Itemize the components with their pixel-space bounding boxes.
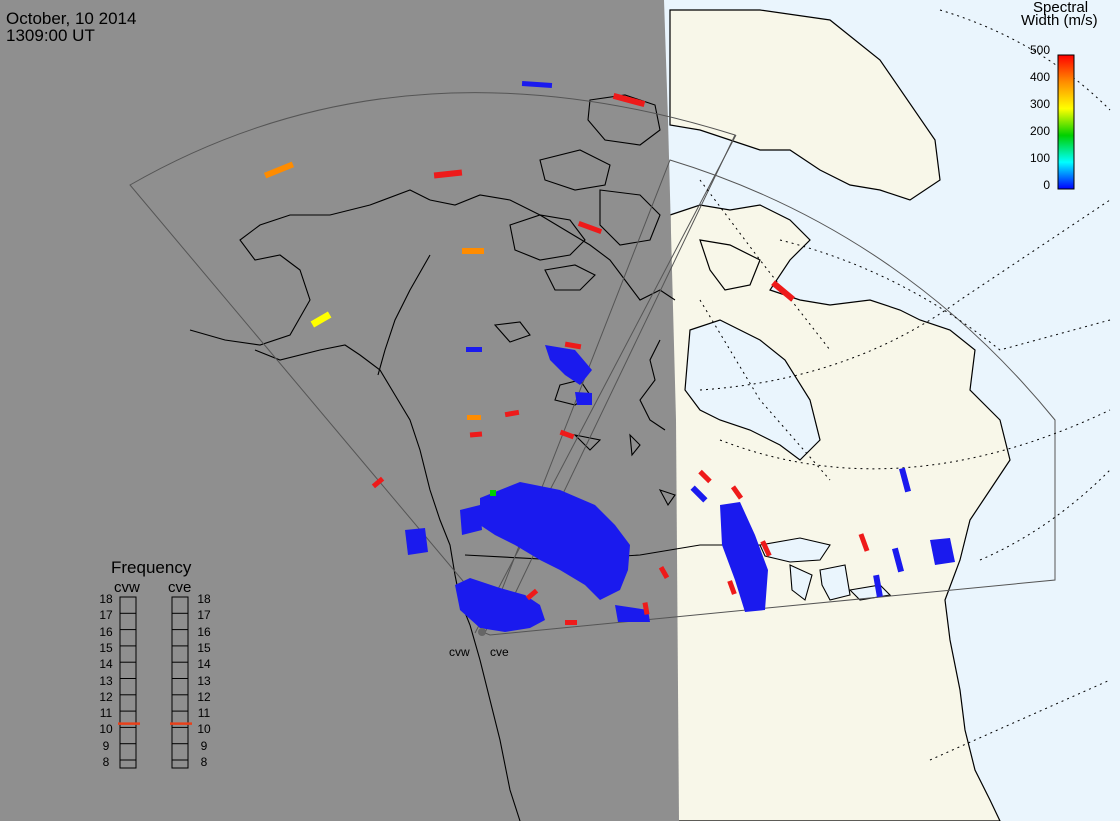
scatter-cell xyxy=(642,602,650,615)
scatter-cell xyxy=(727,580,737,595)
scatter-cell xyxy=(405,528,428,555)
frequency-scale-label-right: 10 xyxy=(197,722,211,737)
frequency-scale-label-right: 14 xyxy=(197,657,211,672)
scatter-cell xyxy=(525,588,539,601)
frequency-scale-box xyxy=(119,596,137,769)
scatter-cell xyxy=(858,533,870,552)
scatter-cell xyxy=(690,485,708,503)
scatter-cell xyxy=(263,161,295,179)
colorbar-title-1: Spectral xyxy=(1033,0,1089,16)
scatter-cell xyxy=(564,341,582,350)
colorbar-tick-300: 300 xyxy=(1029,97,1050,111)
scatter-cell xyxy=(698,469,712,484)
scatter-cell xyxy=(771,280,795,302)
frequency-title: Frequency xyxy=(111,558,192,577)
frequency-scale-label-left: 8 xyxy=(102,755,110,769)
night-side xyxy=(0,0,760,821)
scatter-cell xyxy=(467,415,481,420)
scatter-cell xyxy=(521,80,553,89)
scatter-cell xyxy=(490,490,496,496)
scatter-cell xyxy=(460,505,482,535)
frequency-scale-label-left: 13 xyxy=(99,673,113,688)
scatter-cell xyxy=(559,429,575,440)
scatter-cell xyxy=(565,620,577,625)
colorbar xyxy=(1057,54,1075,190)
colorbar-tick-200: 200 xyxy=(1029,124,1050,138)
scatter-cell xyxy=(575,392,592,405)
scatter-cell xyxy=(730,485,744,500)
frequency-scale-label-left: 11 xyxy=(99,706,113,721)
scatter-cell xyxy=(873,574,883,598)
scatter-cell xyxy=(898,467,912,493)
frequency-scale-label-left: 16 xyxy=(99,624,113,639)
colorbar-tick-400: 400 xyxy=(1029,70,1050,84)
frequency-scale-label-right: 9 xyxy=(200,738,208,753)
scatter-cell xyxy=(577,221,603,234)
scatter-cell xyxy=(658,566,670,579)
colorbar-tick-500: 500 xyxy=(1029,43,1050,57)
lat-lon-grid xyxy=(699,9,1111,761)
scatter-cell xyxy=(891,547,905,573)
radar-site-marker xyxy=(478,628,486,636)
frequency-scale-label-right: 12 xyxy=(197,689,211,704)
frequency-scale-label-left: 14 xyxy=(99,657,113,672)
scatter-cell xyxy=(930,538,955,565)
colorbar-tick-0: 0 xyxy=(1043,178,1050,192)
scatter-cell xyxy=(455,578,545,632)
scatter-cell xyxy=(545,345,592,385)
frequency-scale-label-left: 10 xyxy=(99,722,113,737)
frequency-scale-label-left: 9 xyxy=(102,738,110,753)
frequency-boxes xyxy=(118,596,192,769)
scatter-cell xyxy=(310,311,332,328)
frequency-scale-label-right: 17 xyxy=(197,608,211,623)
frequency-scale-label-left: 12 xyxy=(99,689,113,704)
frequency-scale-label-left: 18 xyxy=(99,592,113,606)
frequency-scale-label-right: 18 xyxy=(197,592,211,606)
scatter-cell xyxy=(760,540,772,557)
scatter-cell xyxy=(612,92,646,108)
colorbar-title-2: Width (m/s) xyxy=(1021,12,1098,29)
frequency-scale-box xyxy=(171,596,189,769)
scatter-cell xyxy=(469,431,483,438)
scatter-cell xyxy=(433,169,463,179)
radar-fov xyxy=(129,92,1056,636)
time-label: 1309:00 UT xyxy=(6,26,95,45)
scatter-cell xyxy=(462,248,484,254)
frequency-scale-label-left: 17 xyxy=(99,608,113,623)
scatter-cell xyxy=(504,409,520,418)
colorbar-tick-100: 100 xyxy=(1029,151,1050,165)
frequency-scale-label-right: 8 xyxy=(200,755,208,769)
date-label: October, 10 2014 xyxy=(6,9,137,28)
radar-site-cve: cve xyxy=(490,645,509,659)
scatter-cell xyxy=(480,482,630,600)
frequency-scale-label-right: 15 xyxy=(197,640,211,655)
hudson-bay xyxy=(684,319,821,461)
scatter-cell xyxy=(720,502,768,612)
frequency-scale-label-left: 15 xyxy=(99,640,113,655)
frequency-radar-cvw: cvw xyxy=(114,579,140,596)
scatter-cell xyxy=(615,605,650,622)
scatter-cell xyxy=(466,347,482,352)
frequency-scale-label-right: 11 xyxy=(197,706,211,721)
frequency-scale-label-right: 16 xyxy=(197,624,211,639)
frequency-scale-label-right: 13 xyxy=(197,673,211,688)
scatter-cell xyxy=(371,476,385,489)
radar-scatter xyxy=(263,80,955,632)
radar-site-cvw: cvw xyxy=(449,645,470,659)
frequency-radar-cve: cve xyxy=(168,579,192,596)
